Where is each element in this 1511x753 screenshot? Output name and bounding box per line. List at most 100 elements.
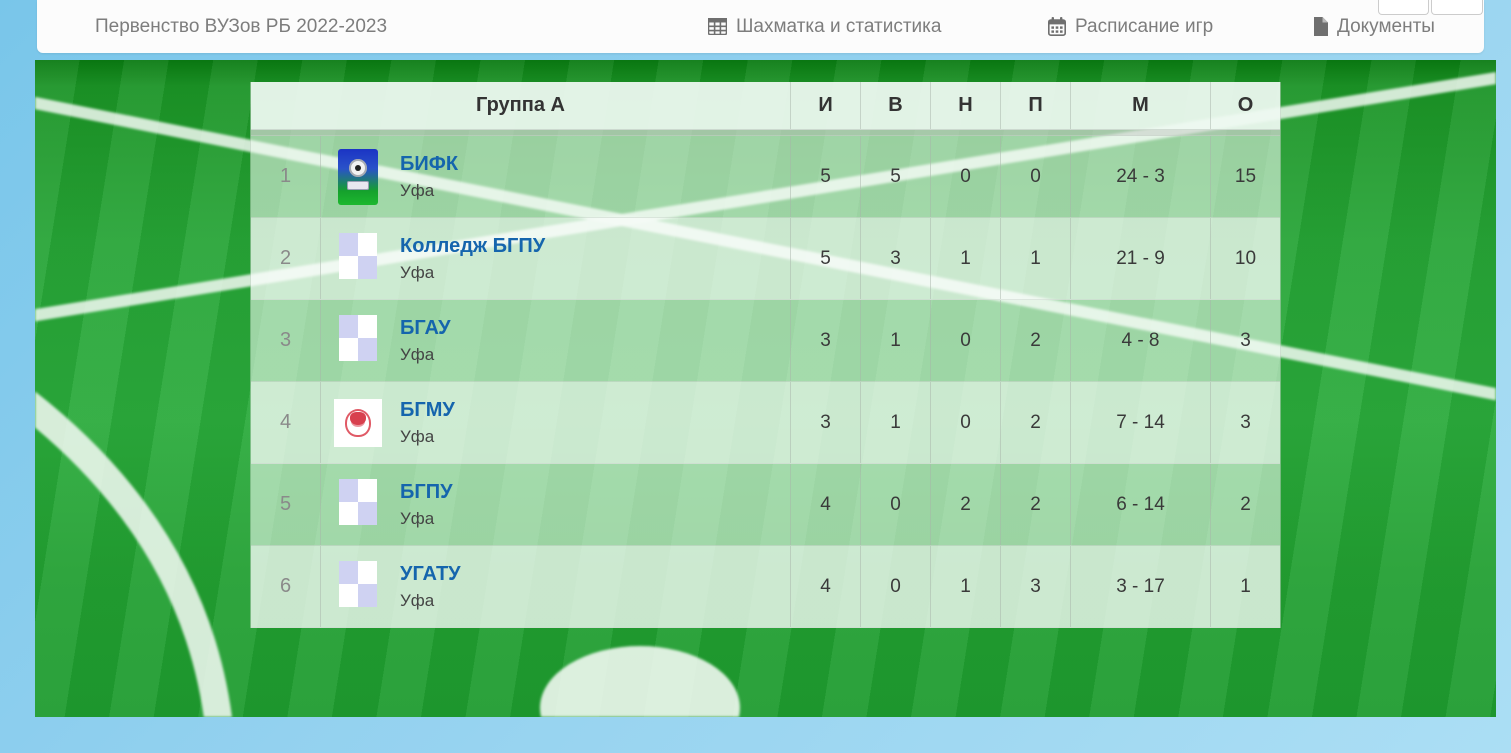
team-name-link[interactable]: БГАУ	[400, 316, 451, 339]
table-grid-icon	[708, 18, 727, 35]
shield-icon	[339, 233, 377, 285]
table-row: 6	[251, 546, 1280, 628]
goal-difference: 24 - 3	[1071, 136, 1211, 217]
document-icon	[1313, 17, 1328, 36]
nav-item-crosstable[interactable]: Шахматка и статистика	[708, 0, 941, 53]
column-header-losses: П	[1001, 82, 1071, 129]
team-logo	[334, 230, 382, 288]
losses: 1	[1001, 218, 1071, 299]
team-logo	[334, 394, 382, 452]
team-logo	[334, 558, 382, 616]
team-logo	[334, 148, 382, 206]
team-cell: БГМУ Уфа	[321, 382, 791, 463]
team-city: Уфа	[400, 426, 435, 446]
wins: 1	[861, 300, 931, 381]
points: 2	[1240, 493, 1251, 515]
top-navigation-bar: Первенство ВУЗов РБ 2022-2023 Шахматка и…	[37, 0, 1484, 53]
table-spacer	[251, 130, 1280, 136]
wins: 3	[861, 218, 931, 299]
wins: 5	[861, 136, 931, 217]
losses: 0	[1001, 136, 1071, 217]
nav-item-documents[interactable]: Документы	[1313, 0, 1435, 53]
position-number: 5	[251, 464, 321, 545]
team-city: Уфа	[400, 262, 435, 282]
points: 15	[1234, 165, 1257, 187]
bgmu-crest-icon	[334, 398, 382, 447]
nav-item-label: Расписание игр	[1075, 15, 1214, 37]
team-name-link[interactable]: Колледж БГПУ	[400, 234, 546, 257]
games-played: 3	[791, 300, 861, 381]
football-pitch-background: Группа А И В Н П М О 1	[35, 60, 1496, 717]
team-name-link[interactable]: БГМУ	[400, 398, 455, 421]
column-header-games: И	[791, 82, 861, 129]
table-row: 5	[251, 464, 1280, 546]
wins: 0	[861, 546, 931, 627]
goal-difference: 4 - 8	[1071, 300, 1211, 381]
table-row: 4	[251, 382, 1280, 464]
nav-item-label: Документы	[1337, 15, 1435, 37]
losses: 2	[1001, 464, 1071, 545]
shield-icon	[339, 315, 377, 367]
draws: 2	[931, 464, 1001, 545]
team-text: БИФК Уфа	[400, 153, 458, 201]
team-city: Уфа	[400, 344, 435, 364]
team-city: Уфа	[400, 590, 435, 610]
team-text: Колледж БГПУ Уфа	[400, 235, 545, 283]
column-header-points: О	[1237, 94, 1254, 116]
team-text: БГМУ Уфа	[400, 399, 455, 447]
games-played: 4	[791, 464, 861, 545]
table-row: 1	[251, 136, 1280, 218]
team-text: УГАТУ Уфа	[400, 563, 461, 611]
bifk-crest-icon	[338, 148, 378, 205]
goal-difference: 6 - 14	[1071, 464, 1211, 545]
points: 3	[1240, 329, 1251, 351]
top-right-control-button-2[interactable]	[1431, 0, 1483, 15]
site-title-link[interactable]: Первенство ВУЗов РБ 2022-2023	[95, 16, 388, 37]
nav-item-schedule[interactable]: Расписание игр	[1048, 0, 1213, 53]
position-number: 3	[251, 300, 321, 381]
team-cell: БИФК Уфа	[321, 136, 791, 217]
team-cell: Колледж БГПУ Уфа	[321, 218, 791, 299]
games-played: 4	[791, 546, 861, 627]
team-text: БГПУ Уфа	[400, 481, 453, 529]
games-played: 5	[791, 136, 861, 217]
team-name-link[interactable]: УГАТУ	[400, 562, 461, 585]
table-row: 3	[251, 300, 1280, 382]
team-name-link[interactable]: БГПУ	[400, 480, 453, 503]
standings-header-row: Группа А И В Н П М О	[251, 82, 1280, 130]
column-header-wins: В	[861, 82, 931, 129]
standings-table: Группа А И В Н П М О 1	[250, 82, 1281, 628]
group-title: Группа А	[251, 82, 791, 129]
goal-difference: 21 - 9	[1071, 218, 1211, 299]
team-logo	[334, 476, 382, 534]
nav-item-label: Шахматка и статистика	[736, 15, 942, 37]
team-name-link[interactable]: БИФК	[400, 152, 459, 175]
position-number: 1	[251, 136, 321, 217]
team-text: БГАУ Уфа	[400, 317, 451, 365]
calendar-icon	[1048, 17, 1066, 36]
draws: 1	[931, 218, 1001, 299]
column-header-goals: М	[1071, 82, 1211, 129]
team-cell: УГАТУ Уфа	[321, 546, 791, 627]
games-played: 3	[791, 382, 861, 463]
points: 3	[1240, 411, 1251, 433]
top-right-control-button-1[interactable]	[1378, 0, 1429, 15]
losses: 2	[1001, 382, 1071, 463]
team-city: Уфа	[400, 508, 435, 528]
position-number: 4	[251, 382, 321, 463]
position-number: 2	[251, 218, 321, 299]
draws: 0	[931, 300, 1001, 381]
points: 10	[1234, 247, 1257, 269]
goal-difference: 3 - 17	[1071, 546, 1211, 627]
draws: 0	[931, 136, 1001, 217]
wins: 0	[861, 464, 931, 545]
team-cell: БГАУ Уфа	[321, 300, 791, 381]
games-played: 5	[791, 218, 861, 299]
draws: 0	[931, 382, 1001, 463]
draws: 1	[931, 546, 1001, 627]
shield-icon	[339, 479, 377, 531]
losses: 3	[1001, 546, 1071, 627]
team-city: Уфа	[400, 180, 435, 200]
wins: 1	[861, 382, 931, 463]
standings-rows: 1	[251, 136, 1280, 628]
